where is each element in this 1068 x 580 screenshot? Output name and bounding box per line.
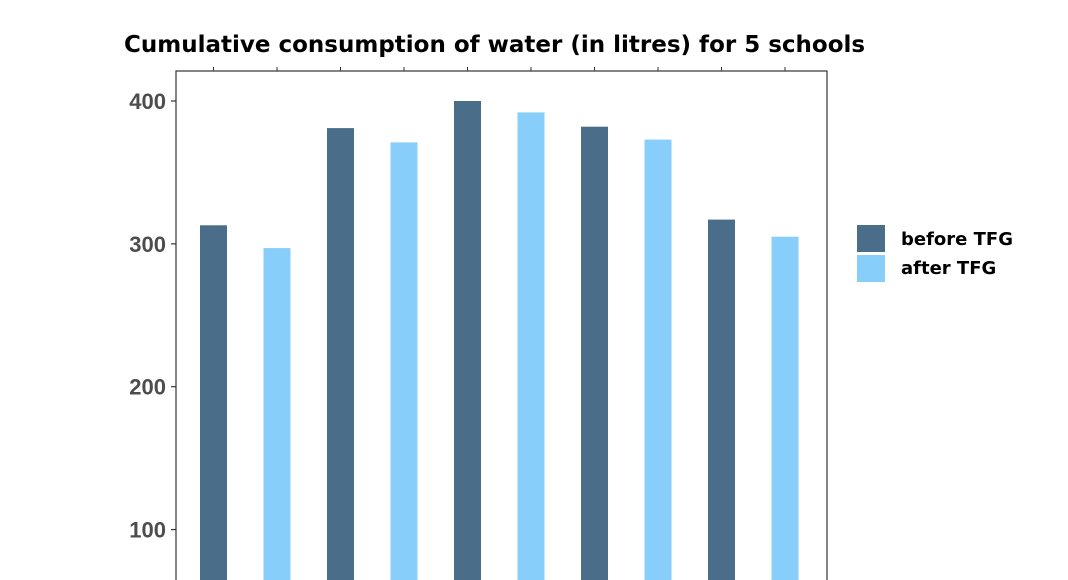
bar-school-3-before-tfg	[454, 101, 481, 580]
bar-school-2-after-tfg	[390, 142, 418, 580]
bar-school-4-before-tfg	[581, 126, 608, 580]
bar-school-1-before-tfg	[200, 225, 227, 580]
bar-school-5-after-tfg	[771, 236, 799, 580]
y-tick-label: 400	[129, 89, 166, 114]
bar-school-3-after-tfg	[517, 112, 545, 580]
bar-school-5-before-tfg	[708, 219, 735, 580]
bar-school-2-before-tfg	[327, 128, 354, 580]
legend-key-after-tfg	[857, 255, 885, 282]
legend: before TFG after TFG	[857, 225, 1013, 282]
bar-school-1-after-tfg	[263, 248, 291, 580]
bars	[200, 101, 799, 580]
legend-label-after-tfg: after TFG	[901, 258, 996, 279]
top-axis-ticks	[213, 67, 786, 71]
y-tick-label: 300	[129, 232, 166, 257]
chart-title: Cumulative consumption of water (in litr…	[124, 32, 865, 58]
y-tick-label: 200	[129, 375, 166, 400]
bar-school-4-after-tfg	[644, 139, 672, 580]
legend-key-before-tfg	[857, 225, 885, 252]
y-tick-label: 100	[129, 518, 166, 543]
y-axis: 100 200 300 400	[129, 89, 176, 543]
legend-label-before-tfg: before TFG	[901, 229, 1013, 250]
